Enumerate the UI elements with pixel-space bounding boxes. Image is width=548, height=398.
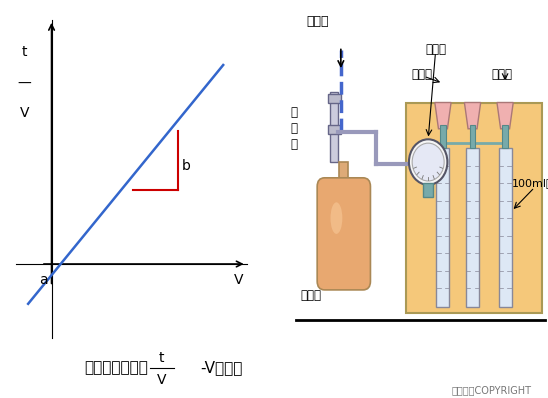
FancyBboxPatch shape: [339, 162, 349, 190]
Text: 通气口: 通气口: [492, 68, 512, 81]
Polygon shape: [464, 103, 481, 129]
Text: V: V: [234, 273, 243, 287]
Text: 100ml量筒: 100ml量筒: [512, 178, 548, 188]
FancyBboxPatch shape: [466, 148, 479, 307]
Circle shape: [409, 139, 447, 185]
FancyBboxPatch shape: [499, 148, 512, 307]
Text: t: t: [159, 351, 164, 365]
Text: t: t: [21, 45, 27, 59]
Text: 通气口: 通气口: [412, 68, 433, 81]
FancyBboxPatch shape: [330, 92, 338, 162]
Text: a: a: [39, 273, 48, 287]
Text: -V直线图: -V直线图: [200, 361, 242, 375]
Circle shape: [412, 143, 444, 181]
Text: 自来水: 自来水: [306, 16, 328, 29]
Ellipse shape: [330, 202, 342, 234]
Polygon shape: [435, 103, 451, 129]
FancyBboxPatch shape: [502, 125, 508, 148]
Text: 稳压瓶: 稳压瓶: [301, 289, 322, 302]
FancyBboxPatch shape: [440, 125, 446, 148]
FancyBboxPatch shape: [317, 178, 370, 290]
Text: V: V: [157, 373, 167, 387]
FancyBboxPatch shape: [328, 94, 341, 103]
FancyBboxPatch shape: [470, 125, 476, 148]
Text: 真空表: 真空表: [425, 43, 446, 57]
FancyBboxPatch shape: [423, 183, 433, 197]
Text: b: b: [182, 159, 191, 173]
Text: 比阻测定装置及: 比阻测定装置及: [84, 361, 148, 375]
Text: V: V: [20, 106, 29, 120]
Text: 水
射
器: 水 射 器: [290, 106, 297, 151]
Text: —: —: [18, 76, 31, 91]
FancyBboxPatch shape: [406, 103, 542, 313]
FancyBboxPatch shape: [436, 148, 449, 307]
FancyBboxPatch shape: [328, 125, 341, 134]
Polygon shape: [497, 103, 513, 129]
Text: 东方仿真COPYRIGHT: 东方仿真COPYRIGHT: [452, 385, 532, 395]
